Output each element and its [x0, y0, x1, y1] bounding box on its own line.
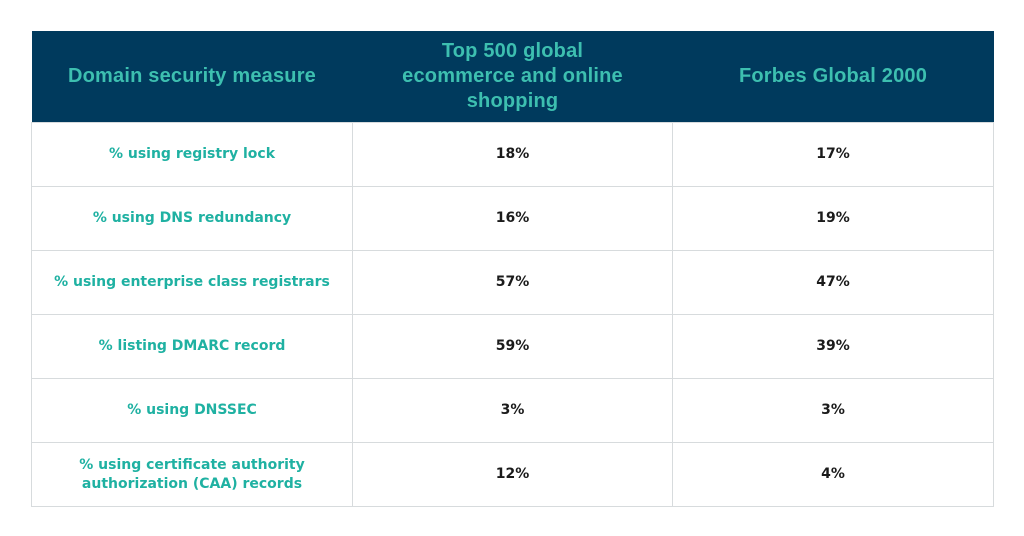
table-body: % using registry lock 18% 17% % using DN… [31, 122, 994, 507]
table-row: % using enterprise class registrars 57% … [31, 250, 994, 315]
row-forbes-value: 19% [672, 186, 994, 251]
table-row: % using DNSSEC 3% 3% [31, 378, 994, 443]
table-row: % using registry lock 18% 17% [31, 122, 994, 187]
row-forbes-value: 3% [672, 378, 994, 443]
header-domain-security-measure: Domain security measure [31, 31, 353, 123]
header-forbes-global-2000: Forbes Global 2000 [672, 31, 994, 123]
row-forbes-value: 4% [672, 442, 994, 507]
row-ecommerce-value: 12% [352, 442, 673, 507]
header-row: Domain security measure Top 500 global e… [31, 31, 994, 123]
row-measure-label: % using enterprise class registrars [31, 250, 353, 315]
row-measure-label: % using DNSSEC [31, 378, 353, 443]
row-forbes-value: 17% [672, 122, 994, 187]
row-measure-label: % using certificate authority authorizat… [31, 442, 353, 507]
row-ecommerce-value: 16% [352, 186, 673, 251]
table-row: % using certificate authority authorizat… [31, 442, 994, 507]
table-row: % listing DMARC record 59% 39% [31, 314, 994, 379]
row-forbes-value: 39% [672, 314, 994, 379]
table-row: % using DNS redundancy 16% 19% [31, 186, 994, 251]
row-ecommerce-value: 3% [352, 378, 673, 443]
header-top-500-ecommerce: Top 500 global ecommerce and online shop… [352, 31, 673, 123]
row-ecommerce-value: 59% [352, 314, 673, 379]
row-forbes-value: 47% [672, 250, 994, 315]
row-measure-label: % listing DMARC record [31, 314, 353, 379]
row-measure-label: % using DNS redundancy [31, 186, 353, 251]
row-measure-label: % using registry lock [31, 122, 353, 187]
domain-security-table: Domain security measure Top 500 global e… [31, 31, 994, 507]
row-ecommerce-value: 57% [352, 250, 673, 315]
table-header: Domain security measure Top 500 global e… [31, 31, 994, 123]
row-ecommerce-value: 18% [352, 122, 673, 187]
